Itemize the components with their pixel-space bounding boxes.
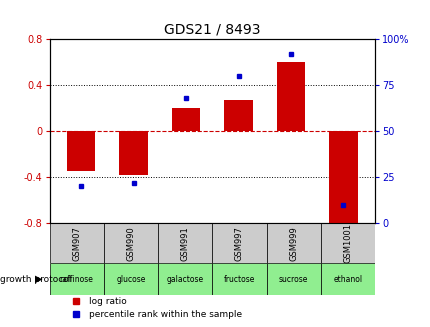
Text: GSM991: GSM991 (180, 226, 189, 261)
Text: ▶: ▶ (35, 274, 43, 284)
Bar (276, 62, 305, 131)
Bar (158, 223, 212, 264)
Text: log ratio: log ratio (89, 297, 126, 306)
Text: raffinose: raffinose (60, 275, 93, 284)
Text: percentile rank within the sample: percentile rank within the sample (89, 310, 241, 318)
Bar (212, 223, 266, 264)
Text: GSM990: GSM990 (126, 226, 135, 261)
Text: galactose: galactose (166, 275, 203, 284)
Title: GDS21 / 8493: GDS21 / 8493 (164, 23, 260, 37)
Text: growth protocol: growth protocol (0, 275, 72, 284)
Text: GSM997: GSM997 (234, 226, 243, 261)
Bar (49, 264, 104, 295)
Bar (266, 223, 320, 264)
Text: GSM907: GSM907 (72, 226, 81, 261)
Text: fructose: fructose (223, 275, 255, 284)
Text: ethanol: ethanol (332, 275, 362, 284)
Bar (320, 223, 374, 264)
Bar (67, 131, 95, 171)
Bar (49, 223, 104, 264)
Text: sucrose: sucrose (278, 275, 307, 284)
Bar (328, 131, 357, 229)
Bar (171, 108, 200, 131)
Text: GSM1001: GSM1001 (343, 223, 352, 263)
Bar (266, 264, 320, 295)
Bar (119, 131, 147, 175)
Bar (158, 264, 212, 295)
Text: GSM999: GSM999 (289, 226, 298, 261)
Bar (104, 264, 158, 295)
Bar (224, 100, 252, 131)
Bar (212, 264, 266, 295)
Bar (104, 223, 158, 264)
Text: glucose: glucose (116, 275, 145, 284)
Bar (320, 264, 374, 295)
